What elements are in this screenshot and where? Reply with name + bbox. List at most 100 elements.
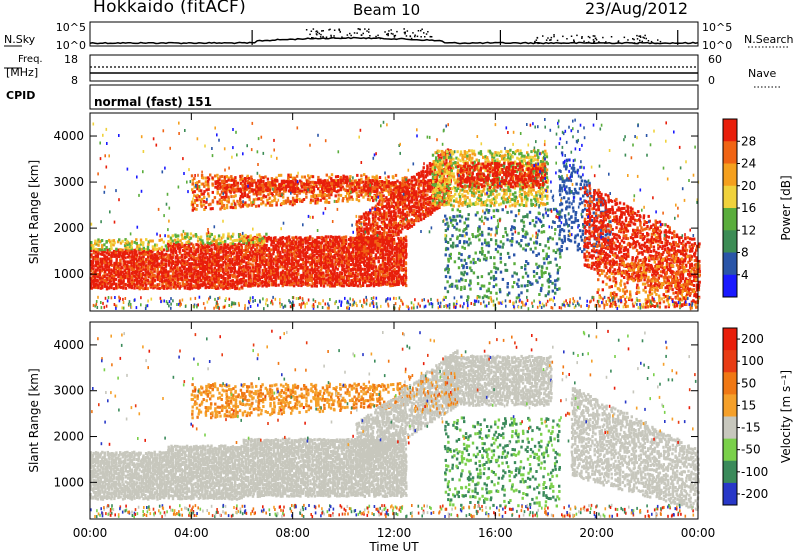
data-cell xyxy=(180,243,184,247)
data-cell xyxy=(249,278,253,282)
data-cell xyxy=(115,286,118,290)
nsearch-point xyxy=(330,34,332,37)
data-cell xyxy=(394,173,398,177)
data-cell xyxy=(162,286,166,290)
data-cell xyxy=(211,259,214,263)
data-cell xyxy=(96,260,100,264)
data-cell xyxy=(424,188,427,192)
data-cell xyxy=(306,236,310,240)
data-cell xyxy=(208,260,212,264)
data-cell xyxy=(329,269,332,273)
data-cell xyxy=(345,265,348,269)
data-cell xyxy=(318,236,321,240)
data-cell xyxy=(231,269,234,273)
data-cell xyxy=(350,254,353,258)
data-cell xyxy=(96,254,99,258)
data-cell xyxy=(303,265,307,269)
data-cell xyxy=(311,282,314,286)
data-cell xyxy=(172,285,175,288)
data-cell xyxy=(188,278,191,282)
data-cell xyxy=(258,233,261,237)
data-cell xyxy=(262,185,265,189)
data-cell xyxy=(329,284,332,288)
nsearch-point xyxy=(650,40,653,43)
data-cell xyxy=(126,274,129,278)
data-cell xyxy=(349,263,353,267)
data-cell xyxy=(382,255,385,259)
data-cell xyxy=(188,262,191,266)
data-cell xyxy=(312,185,315,189)
data-cell xyxy=(392,237,396,241)
data-cell xyxy=(174,277,177,281)
data-cell xyxy=(135,257,138,261)
data-cell xyxy=(262,271,266,275)
data-cell xyxy=(388,265,392,269)
data-cell xyxy=(264,175,267,179)
data-cell xyxy=(302,198,306,201)
data-cell xyxy=(326,247,330,251)
data-cell xyxy=(99,264,102,268)
data-cell xyxy=(204,206,207,209)
data-cell xyxy=(252,274,255,278)
data-cell xyxy=(244,233,247,237)
data-cell xyxy=(94,254,98,258)
data-cell xyxy=(207,187,210,191)
data-cell xyxy=(251,250,254,254)
data-cell xyxy=(306,245,310,248)
data-cell xyxy=(381,269,385,273)
data-cell xyxy=(147,280,150,284)
nsearch-point xyxy=(364,28,366,30)
data-cell xyxy=(203,264,207,268)
data-cell xyxy=(263,277,267,281)
data-cell xyxy=(360,254,363,258)
data-cell xyxy=(249,251,252,255)
data-cell xyxy=(393,267,396,271)
data-cell xyxy=(384,282,387,286)
data-cell xyxy=(336,271,339,275)
data-cell xyxy=(267,282,270,285)
data-cell xyxy=(136,263,139,267)
data-cell xyxy=(351,182,354,186)
data-cell xyxy=(249,244,252,247)
data-cell xyxy=(172,280,176,284)
data-cell xyxy=(251,254,254,258)
data-cell xyxy=(130,284,134,288)
data-cell xyxy=(116,270,120,273)
data-cell xyxy=(249,275,252,279)
data-cell xyxy=(236,262,239,266)
data-cell xyxy=(313,193,317,197)
data-cell xyxy=(270,243,273,247)
data-cell xyxy=(96,272,99,276)
nsearch-point xyxy=(639,39,641,42)
data-cell xyxy=(299,239,303,243)
data-cell xyxy=(236,243,239,247)
data-cell xyxy=(330,182,333,185)
data-cell xyxy=(347,278,350,282)
data-cell xyxy=(356,277,359,281)
data-cell xyxy=(300,182,304,186)
data-cell xyxy=(315,271,318,275)
data-cell xyxy=(342,197,345,200)
data-cell xyxy=(336,280,339,284)
data-cell xyxy=(301,274,304,277)
data-cell xyxy=(412,189,416,193)
data-cell xyxy=(247,281,250,285)
data-cell xyxy=(356,272,360,276)
data-cell xyxy=(308,283,311,287)
data-cell xyxy=(327,265,330,268)
data-cell xyxy=(394,189,397,193)
data-cell xyxy=(238,259,242,263)
data-cell xyxy=(313,259,316,263)
nsearch-point xyxy=(643,37,646,39)
cpid-label: CPID xyxy=(6,89,36,102)
nsearch-point xyxy=(534,41,536,44)
data-cell xyxy=(337,242,341,246)
data-cell xyxy=(181,273,184,277)
data-cell xyxy=(205,267,209,271)
data-cell xyxy=(293,279,296,283)
data-cell xyxy=(161,286,164,290)
data-cell xyxy=(334,279,337,283)
data-cell xyxy=(331,245,334,249)
data-cell xyxy=(300,284,303,288)
data-cell xyxy=(295,259,298,263)
